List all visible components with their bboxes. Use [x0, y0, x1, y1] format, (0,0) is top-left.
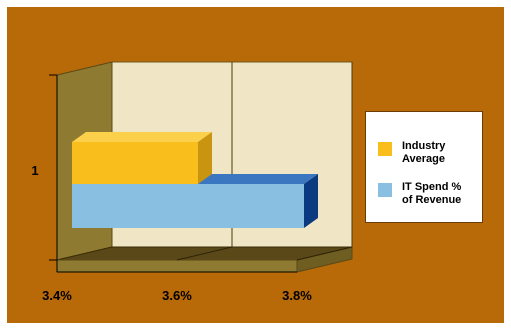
x-tick-label-1: 3.6%: [162, 288, 192, 303]
x-tick-label-2: 3.8%: [282, 288, 312, 303]
bar-it-spend: [72, 184, 304, 228]
bar-industry-average: [72, 142, 198, 184]
x-tick-label-0: 3.4%: [42, 288, 72, 303]
legend-label-it-spend-line1: IT Spend %: [402, 181, 462, 193]
legend-swatch-industry-average: [378, 142, 392, 156]
plot-floor-front: [56, 259, 298, 273]
legend-label-industry-average: Industry Average: [402, 140, 480, 166]
legend-label-industry-average-line2: Average: [402, 153, 446, 165]
y-tick-label-1: 1: [31, 163, 38, 178]
chart-frame: 1 3.4% 3.6% 3.8% Industry Average IT Spend …: [7, 7, 504, 323]
gridline-floor-2: [296, 246, 353, 261]
chart-svg: 1 3.4% 3.6% 3.8%: [31, 61, 353, 303]
legend: Industry Average IT Spend % of Revenue: [365, 111, 483, 223]
bar-industry-average-side: [198, 132, 212, 184]
bar-it-spend-side: [304, 174, 318, 228]
legend-label-it-spend: IT Spend % of Revenue: [402, 181, 480, 207]
legend-swatch-it-spend: [378, 183, 392, 197]
gridline-floor-1: [176, 246, 233, 261]
legend-label-industry-average-line1: Industry: [402, 140, 446, 152]
legend-label-it-spend-line2: of Revenue: [402, 194, 462, 206]
bar-industry-average-top: [72, 132, 212, 142]
